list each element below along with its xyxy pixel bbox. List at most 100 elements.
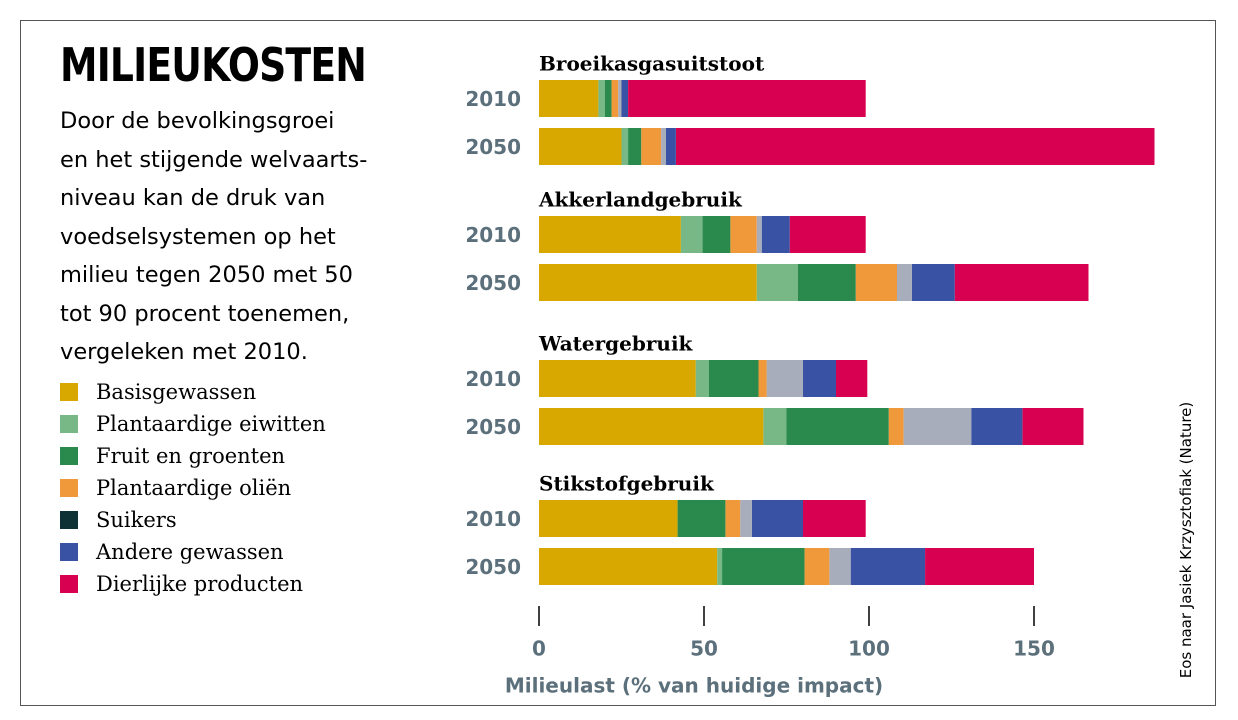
bar-segment	[803, 360, 836, 397]
bar-segment	[725, 500, 741, 537]
bar-segment	[763, 408, 787, 445]
intro-line: tot 90 procent toenemen,	[60, 300, 350, 327]
bar-segment	[798, 264, 856, 301]
x-tick-label: 150	[1013, 637, 1055, 661]
bar-segment	[911, 264, 955, 301]
legend-label: Plantaardige eiwitten	[96, 412, 326, 436]
bar-segment	[695, 360, 709, 397]
bar-segment	[621, 128, 629, 165]
legend-label: Plantaardige oliën	[96, 476, 292, 500]
legend-label: Suikers	[96, 508, 177, 532]
bar-segment	[829, 548, 851, 585]
bar-segment	[702, 216, 731, 253]
x-axis-title: Milieulast (% van huidige impact)	[505, 674, 883, 698]
bar-segment	[903, 408, 972, 445]
legend-swatch	[60, 543, 78, 561]
legend-item-dierlijke-producten: Dierlijke producten	[60, 572, 380, 596]
bar-segment	[789, 216, 866, 253]
bar-segment	[971, 408, 1023, 445]
bar-segment	[897, 264, 912, 301]
legend-label: Dierlijke producten	[96, 572, 304, 596]
bar-segment	[641, 128, 662, 165]
bar-segment	[618, 80, 622, 117]
bar-segment	[539, 216, 681, 253]
bar-segment	[850, 548, 926, 585]
bar-segment	[661, 128, 666, 165]
bar-segment	[598, 80, 605, 117]
legend-item-andere-gewassen: Andere gewassen	[60, 540, 380, 564]
bar-segment	[740, 500, 752, 537]
bar-segment	[756, 216, 762, 253]
legend-swatch	[60, 511, 78, 529]
bar-segment	[786, 408, 889, 445]
bar-segment	[628, 128, 642, 165]
source-credit: Eos naar Jasiek Krzysztofiak (Nature)	[1177, 401, 1195, 679]
bar-segment	[766, 360, 803, 397]
bar-segment	[539, 500, 678, 537]
bar-segment	[925, 548, 1034, 585]
bar-segment	[677, 500, 726, 537]
bar-segment	[722, 548, 805, 585]
page-title: MILIEUKOSTEN	[60, 38, 367, 92]
x-tick-label: 0	[532, 637, 546, 661]
legend-item-plantaardige-olien: Plantaardige oliën	[60, 476, 380, 500]
intro-line: niveau kan de druk van	[60, 185, 326, 211]
bar-segment	[751, 500, 803, 537]
bar-segment	[717, 548, 723, 585]
bar-segment	[730, 216, 757, 253]
bar-segment	[628, 80, 866, 117]
bar-segment	[756, 264, 799, 301]
intro-line: en het stijgende welvaarts-	[60, 146, 368, 173]
legend-swatch	[60, 383, 78, 401]
x-tick-label: 100	[848, 637, 890, 661]
legend-item-suikers: Suikers	[60, 508, 380, 532]
bar-segment	[758, 360, 767, 397]
intro-line: vergeleken met 2010.	[60, 339, 308, 365]
panel-title: Watergebruik	[538, 332, 694, 356]
legend-label: Andere gewassen	[96, 540, 284, 564]
bar-segment	[836, 360, 868, 397]
bar-segment	[539, 548, 718, 585]
bar-segment	[611, 80, 619, 117]
bar-segment	[621, 80, 629, 117]
legend-label: Fruit en groenten	[96, 444, 286, 468]
year-label: 2050	[465, 135, 521, 159]
bar-segment	[803, 500, 866, 537]
bar-segment	[855, 264, 898, 301]
year-label: 2050	[465, 271, 521, 295]
bar-segment	[804, 548, 830, 585]
panel-title: Stikstofgebruik	[539, 472, 715, 496]
bar-segment	[761, 216, 790, 253]
intro-line: Door de bevolkingsgroei	[60, 108, 335, 134]
bar-segment	[539, 360, 696, 397]
legend-swatch	[60, 479, 78, 497]
legend-item-fruit-en-groenten: Fruit en groenten	[60, 444, 380, 468]
year-label: 2010	[465, 223, 521, 247]
year-label: 2010	[465, 87, 521, 111]
panel-title: Akkerlandgebruik	[538, 188, 743, 212]
legend-swatch	[60, 575, 78, 593]
bar-segment	[676, 128, 1155, 165]
legend-label: Basisgewassen	[96, 380, 257, 404]
bar-segment	[539, 80, 599, 117]
year-label: 2050	[465, 415, 521, 439]
year-label: 2050	[465, 555, 521, 579]
bar-segment	[539, 128, 622, 165]
bar-segment	[539, 264, 757, 301]
x-tick-label: 50	[690, 637, 718, 661]
intro-line: milieu tegen 2050 met 50	[60, 262, 353, 288]
legend-item-basisgewassen: Basisgewassen	[60, 380, 380, 404]
bar-segment	[680, 216, 703, 253]
year-label: 2010	[465, 367, 521, 391]
legend-item-plantaardige-eiwitten: Plantaardige eiwitten	[60, 412, 380, 436]
intro-text: Door de bevolkingsgroei en het stijgende…	[60, 102, 420, 372]
legend-swatch	[60, 447, 78, 465]
bar-segment	[954, 264, 1089, 301]
panel-title: Broeikasgasuitstoot	[539, 52, 765, 76]
bar-segment	[539, 408, 764, 445]
bar-segment	[605, 80, 612, 117]
year-label: 2010	[465, 507, 521, 531]
intro-line: voedselsystemen op het	[60, 223, 336, 250]
bar-segment	[1022, 408, 1084, 445]
